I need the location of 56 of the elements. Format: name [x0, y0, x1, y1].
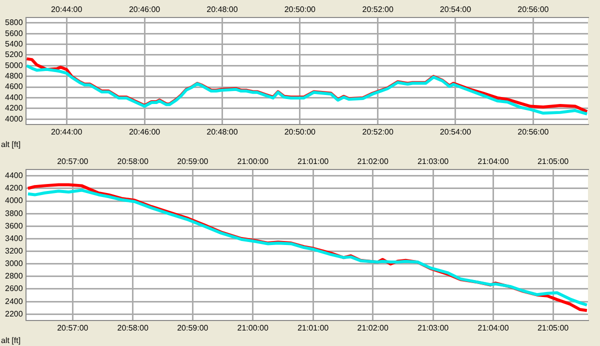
y-tick-label: 3600 — [5, 221, 24, 230]
x2-tick-label: 20:48:00 — [206, 5, 238, 14]
y-tick-label: 5200 — [5, 50, 24, 60]
x-tick-label: 21:03:00 — [417, 323, 450, 332]
x2-tick-label: 20:44:00 — [51, 5, 83, 14]
x2-tick-label: 20:50:00 — [284, 5, 316, 14]
x-tick-label: 20:57:00 — [57, 323, 89, 332]
y-tick-label: 2200 — [5, 309, 24, 318]
y-tick-label: 4200 — [5, 104, 24, 113]
x-tick-label: 20:58:00 — [117, 323, 149, 332]
x2-tick-label: 21:03:00 — [417, 157, 450, 166]
y-tick-label: 3000 — [5, 259, 24, 268]
y-tick-label: 4000 — [5, 196, 24, 206]
y-tick-label: 5400 — [5, 40, 24, 49]
x-tick-label: 20:48:00 — [206, 127, 238, 136]
y-tick-label: 4200 — [5, 184, 24, 193]
x-tick-label: 20:44:00 — [51, 127, 83, 136]
x2-tick-label: 20:57:00 — [57, 157, 89, 166]
x2-tick-label: 21:04:00 — [478, 157, 510, 166]
x-tick-label: 20:52:00 — [362, 127, 394, 136]
x-tick-label: 20:59:00 — [177, 323, 209, 332]
x-tick-label: 21:00:00 — [237, 323, 269, 332]
x2-tick-label: 21:05:00 — [537, 157, 570, 166]
x-tick-label: 21:01:00 — [297, 323, 330, 332]
x-tick-label: 21:02:00 — [357, 323, 389, 332]
x-tick-label: 21:05:00 — [537, 323, 570, 332]
x2-tick-label: 20:58:00 — [117, 157, 149, 166]
y-tick-label: 4400 — [5, 171, 24, 180]
y-tick-label: 4000 — [5, 114, 24, 124]
y-tick-label: 5800 — [5, 18, 24, 28]
y-axis-title: alt [ft] — [1, 336, 21, 346]
x2-tick-label: 20:46:00 — [128, 5, 161, 14]
x2-tick-label: 21:00:00 — [237, 157, 269, 166]
y-tick-label: 4800 — [5, 72, 24, 81]
y-tick-label: 3800 — [5, 208, 24, 218]
y-tick-label: 2400 — [5, 296, 24, 306]
y-tick-label: 5600 — [5, 28, 24, 38]
x2-tick-label: 20:59:00 — [177, 157, 209, 166]
y-tick-label: 4400 — [5, 92, 24, 102]
y-tick-label: 2800 — [5, 272, 24, 281]
x2-tick-label: 20:56:00 — [518, 5, 550, 14]
y-tick-label: 3400 — [5, 234, 24, 243]
y-tick-label: 5000 — [5, 60, 24, 70]
x2-tick-label: 20:52:00 — [362, 5, 394, 14]
y-axis-title: alt [ft] — [1, 140, 21, 150]
x2-tick-label: 20:54:00 — [440, 5, 472, 14]
x-tick-label: 21:04:00 — [478, 323, 510, 332]
x-tick-label: 20:50:00 — [284, 127, 316, 136]
x2-tick-label: 21:01:00 — [297, 157, 330, 166]
y-tick-label: 3200 — [5, 246, 24, 256]
y-tick-label: 2600 — [5, 284, 24, 294]
x-tick-label: 20:46:00 — [128, 127, 161, 136]
x-tick-label: 20:54:00 — [440, 127, 472, 136]
y-tick-label: 4600 — [5, 82, 24, 92]
x2-tick-label: 21:02:00 — [357, 157, 389, 166]
x-tick-label: 20:56:00 — [518, 127, 550, 136]
